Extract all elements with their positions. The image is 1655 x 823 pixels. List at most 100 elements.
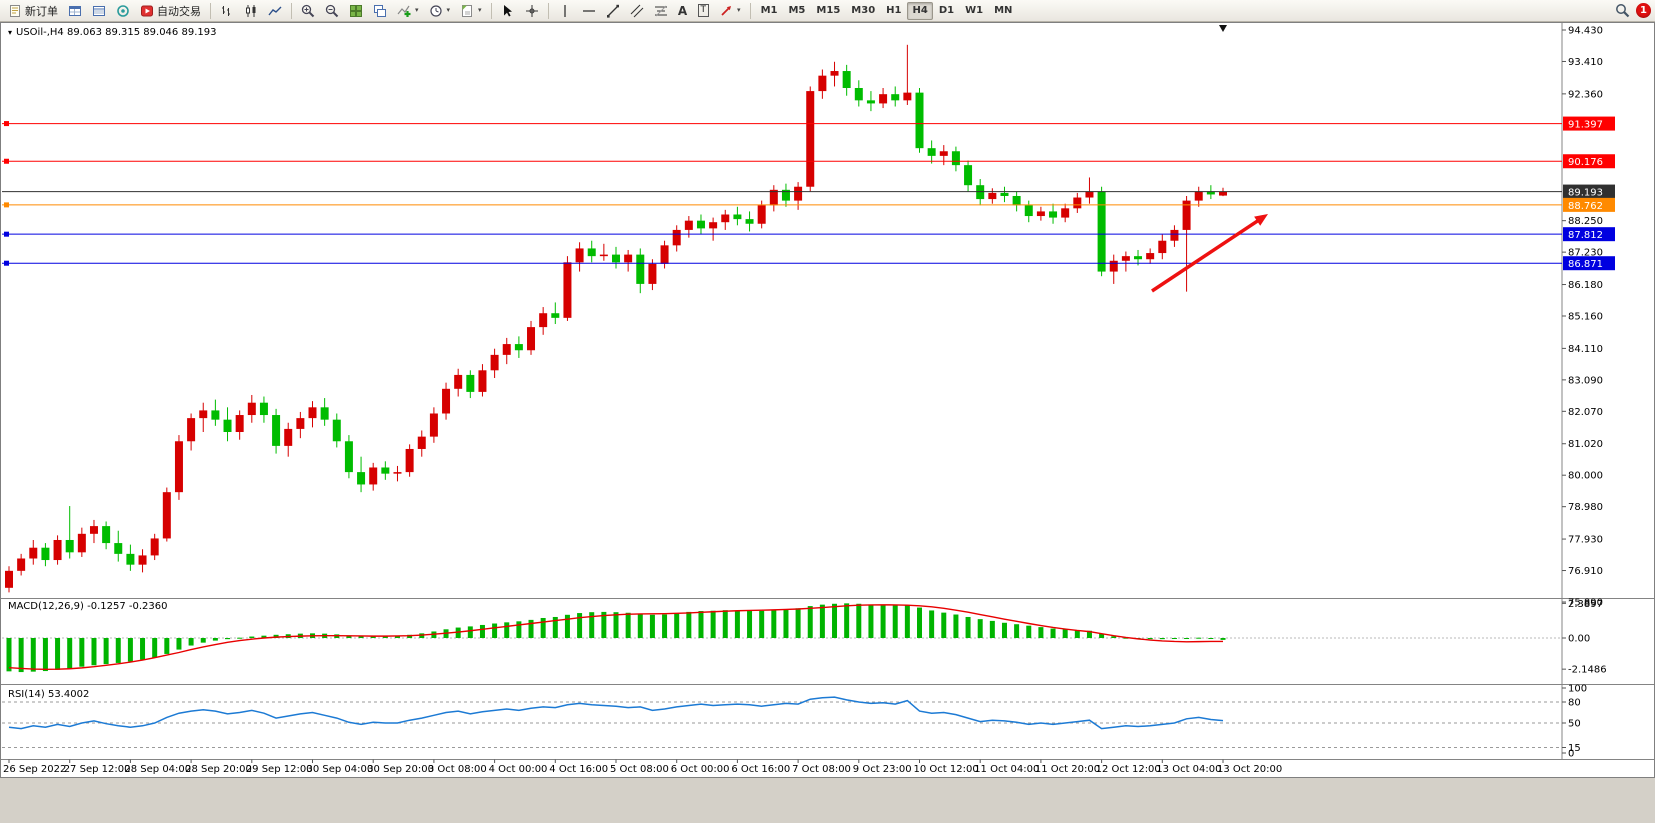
timeframe-h1-button[interactable]: H1 (886, 5, 902, 16)
timeframe-m30-button[interactable]: M30 (851, 5, 876, 16)
candle-body (1134, 256, 1143, 260)
price-tag-label: 86.871 (1568, 259, 1603, 270)
arrows-tool-icon (721, 5, 732, 16)
zoom-out-button[interactable] (321, 2, 343, 20)
macd-bar (79, 638, 85, 667)
macd-label: MACD(12,26,9) -0.1257 -0.2360 (8, 601, 168, 612)
autotrade-button[interactable]: 自动交易 (136, 2, 205, 20)
hline-end-marker[interactable] (4, 202, 9, 208)
vertical-line-icon (563, 4, 566, 17)
line-chart-button[interactable] (264, 2, 286, 20)
timeframe-h4-button[interactable]: H4 (907, 1, 933, 20)
cursor-button[interactable] (497, 2, 519, 20)
collapse-triangle-icon[interactable]: ▾ (8, 27, 13, 37)
candle-body (1012, 195, 1021, 206)
timeframe-d1-button[interactable]: D1 (938, 5, 955, 16)
hline-end-marker[interactable] (4, 158, 9, 164)
new-order-button[interactable]: 新订单 (4, 2, 62, 20)
caret-down-icon: ▾ (737, 6, 741, 14)
timeframe-mn-button[interactable]: MN (994, 5, 1013, 16)
toolbar-separator (547, 2, 549, 19)
macd-bar (1184, 638, 1190, 639)
price-axis-label: 82.070 (1568, 407, 1603, 418)
timeframe-m5-button[interactable]: M5 (788, 5, 806, 16)
notification-badge[interactable]: 1 (1636, 3, 1651, 18)
hline-end-marker[interactable] (4, 121, 9, 127)
bar-chart-button[interactable] (216, 2, 238, 20)
macd-bar (904, 604, 910, 638)
price-axis-label: 88.250 (1568, 216, 1603, 227)
rsi-scale-label: 100 (1568, 684, 1587, 695)
date-label: 6 Oct 00:00 (671, 764, 730, 775)
price-tag (1563, 116, 1615, 131)
macd-bar (225, 638, 231, 640)
timeframe-w1-button[interactable]: W1 (965, 5, 984, 16)
candle-body (672, 229, 681, 246)
timeframe-m1-button[interactable]: M1 (760, 5, 778, 16)
price-tag-label: 88.762 (1568, 201, 1603, 212)
macd-bar (479, 624, 485, 638)
candle-body (964, 165, 973, 186)
indicators-button[interactable]: ▾ (393, 2, 423, 20)
macd-bar (989, 620, 995, 638)
candle-body (174, 441, 183, 493)
timeframe-m15-button[interactable]: M15 (816, 5, 841, 16)
macd-bar (1001, 622, 1007, 638)
macd-scale-label: -2.1486 (1568, 665, 1607, 676)
date-label: 9 Oct 23:00 (853, 764, 912, 775)
arrows-tool-button[interactable]: ▾ (715, 2, 745, 20)
macd-bar (601, 611, 607, 638)
candle-body (65, 539, 74, 553)
channel-button[interactable] (626, 2, 648, 20)
macd-bar (1099, 633, 1105, 638)
macd-bar (1074, 630, 1080, 638)
trendline-button[interactable] (602, 2, 624, 20)
rsi-scale-label: 0 (1568, 749, 1574, 760)
cascade-windows-button[interactable] (369, 2, 391, 20)
toolbar-separator (749, 2, 751, 19)
price-tag-label: 89.193 (1568, 188, 1603, 199)
templates-icon (462, 4, 473, 17)
navigator-button[interactable] (112, 2, 134, 20)
candle-body (442, 388, 451, 414)
macd-bar (91, 638, 97, 666)
macd-bar (892, 605, 898, 638)
data-window-button[interactable] (88, 2, 110, 20)
hline-end-marker[interactable] (4, 231, 9, 237)
macd-bar (1196, 637, 1202, 639)
candle-body (830, 71, 839, 76)
candle-body (344, 441, 353, 473)
macd-bar (1050, 628, 1056, 638)
crosshair-button[interactable] (521, 2, 543, 20)
rsi-scale-label: 50 (1568, 719, 1581, 730)
cascade-windows-icon (374, 4, 386, 17)
label-tool-button[interactable]: T (694, 2, 714, 20)
periods-button[interactable]: ▾ (425, 2, 455, 20)
zoom-in-button[interactable] (297, 2, 319, 20)
tile-windows-button[interactable] (345, 2, 367, 20)
candle-body (102, 526, 111, 544)
templates-button[interactable]: ▾ (456, 2, 486, 20)
candle-body (138, 555, 147, 565)
vertical-line-button[interactable] (554, 2, 576, 20)
macd-bar (795, 608, 801, 638)
candle-body (1158, 240, 1167, 254)
text-tool-button[interactable]: A (674, 2, 692, 20)
market-watch-icon (69, 5, 81, 16)
hline-end-marker[interactable] (4, 260, 9, 266)
fibonacci-button[interactable] (650, 2, 672, 20)
candle-body (332, 419, 341, 442)
date-label: 30 Sep 04:00 (307, 764, 374, 775)
search-icon (1616, 4, 1630, 18)
trend-arrow-line[interactable] (1151, 216, 1263, 293)
horizontal-line-button[interactable] (578, 2, 600, 20)
candlestick-chart-button[interactable] (240, 2, 262, 20)
candle-body (514, 344, 523, 351)
macd-scale-label: 2.3897 (1568, 599, 1603, 610)
price-tag (1563, 184, 1615, 199)
search-button[interactable] (1611, 2, 1634, 20)
macd-bar (261, 635, 267, 638)
market-watch-button[interactable] (64, 2, 86, 20)
candle-body (369, 467, 378, 485)
trend-arrow-head[interactable] (1254, 214, 1268, 226)
